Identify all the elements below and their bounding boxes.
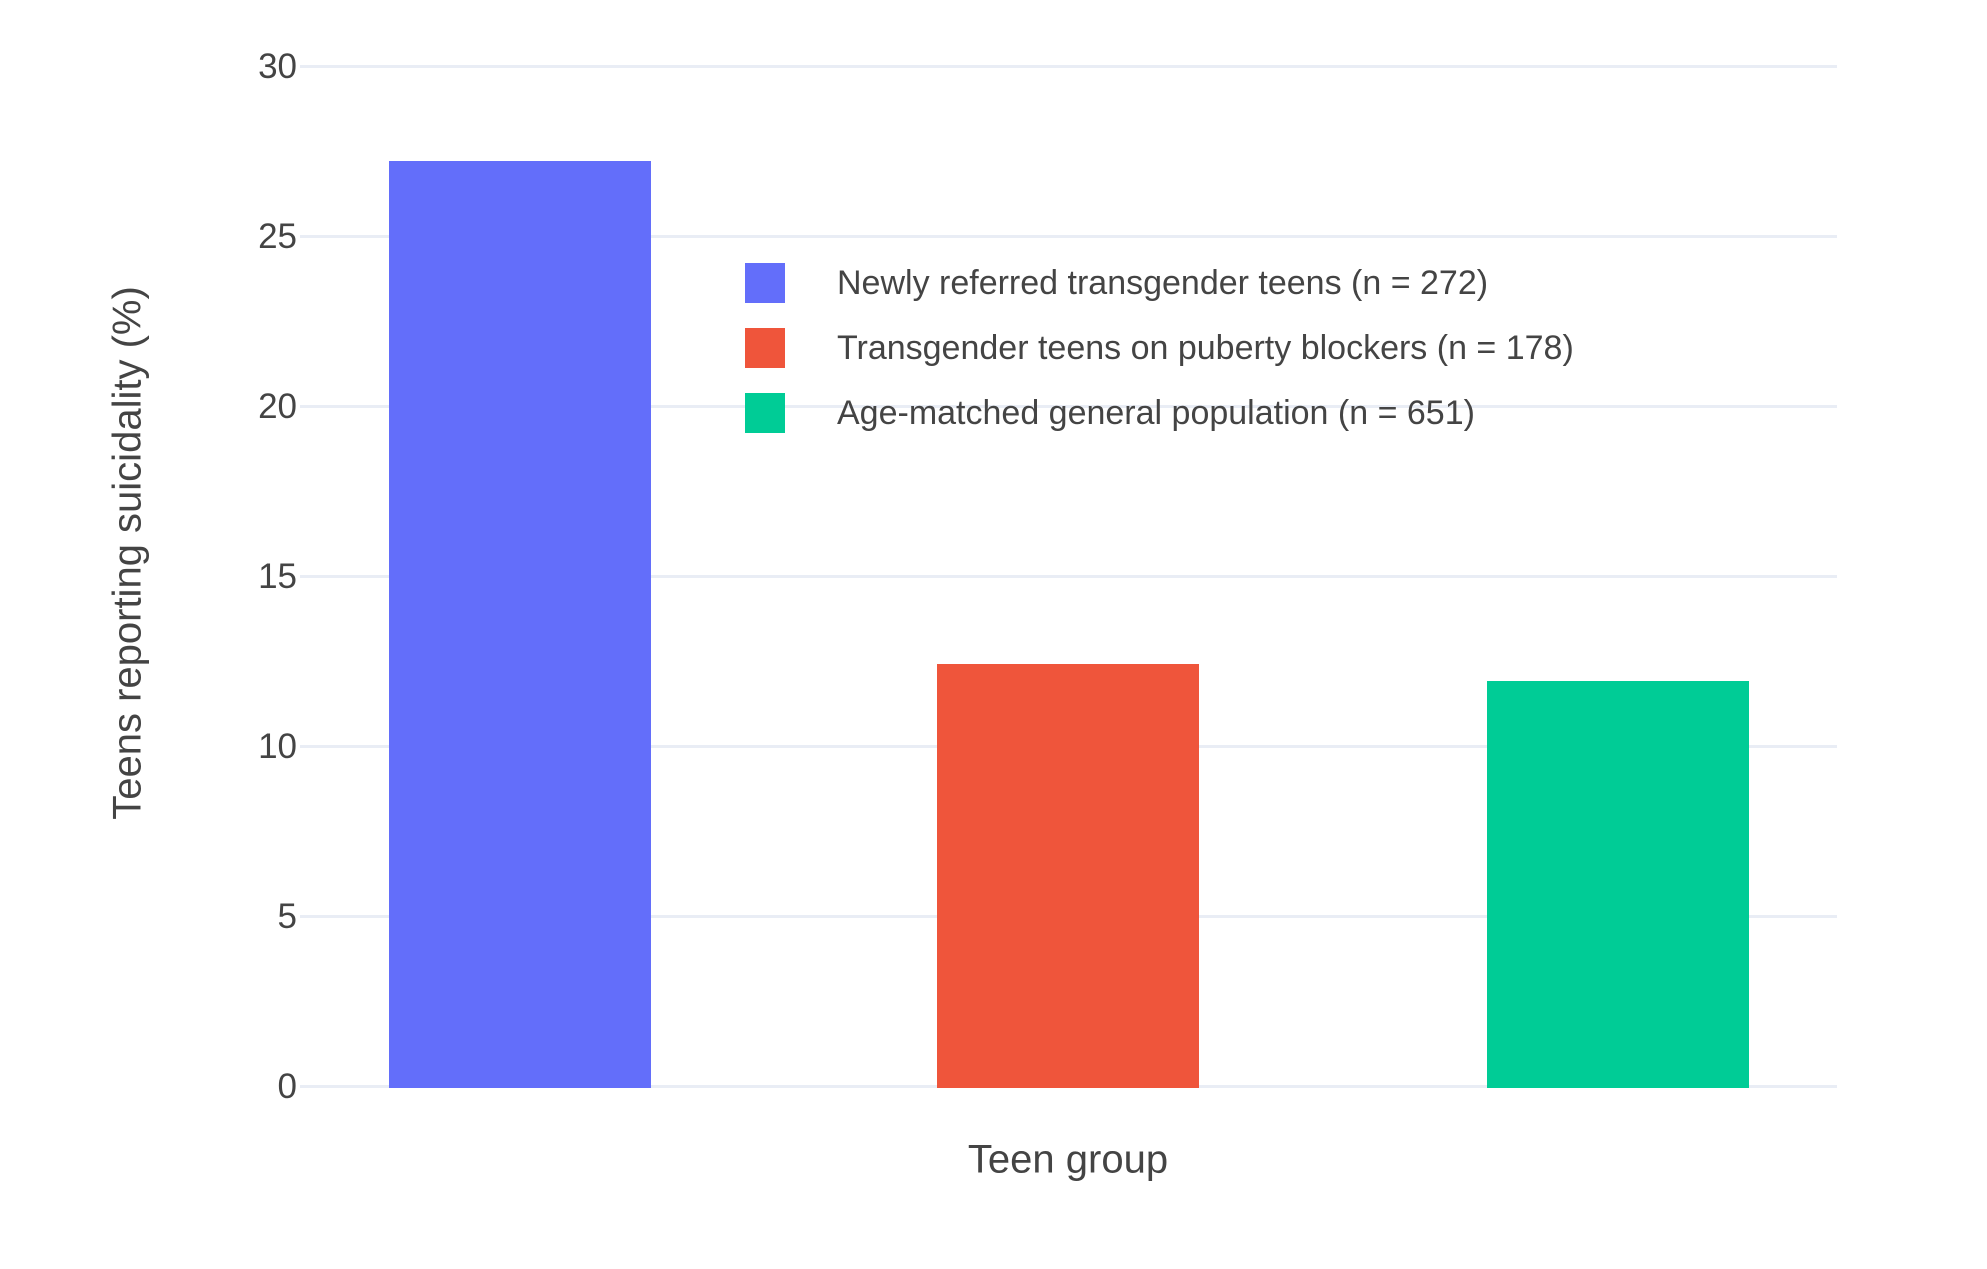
legend-swatch-newly-referred-transgender-teens [745,263,785,303]
legend-label: Age-matched general population (n = 651) [837,393,1475,432]
y-tick-label-15: 15 [258,557,297,596]
legend: Newly referred transgender teens (n = 27… [745,263,1574,458]
legend-swatch-age-matched-general-population [745,393,785,433]
gridline-y-25 [300,235,1837,238]
y-tick-label-30: 30 [258,47,297,86]
y-tick-label-25: 25 [258,217,297,256]
legend-swatch-transgender-teens-on-puberty-blockers [745,328,785,368]
gridline-y-15 [300,575,1837,578]
bar-newly-referred-transgender-teens[interactable] [389,161,651,1088]
gridline-y-30 [300,65,1837,68]
x-axis-title: Teen group [967,1137,1169,1182]
legend-label: Transgender teens on puberty blockers (n… [837,328,1574,367]
legend-item-newly-referred-transgender-teens[interactable]: Newly referred transgender teens (n = 27… [745,263,1574,303]
y-tick-label-0: 0 [277,1067,297,1106]
legend-label: Newly referred transgender teens (n = 27… [837,263,1489,302]
y-tick-label-5: 5 [277,897,297,936]
gridline-y-20 [300,405,1837,408]
legend-item-age-matched-general-population[interactable]: Age-matched general population (n = 651) [745,393,1574,433]
y-tick-label-20: 20 [258,387,297,426]
y-tick-label-10: 10 [258,727,297,766]
y-axis-title: Teens reporting suicidality (%) [105,286,150,820]
legend-item-transgender-teens-on-puberty-blockers[interactable]: Transgender teens on puberty blockers (n… [745,328,1574,368]
bar-age-matched-general-population[interactable] [1487,681,1749,1088]
bar-transgender-teens-on-puberty-blockers[interactable] [937,664,1199,1088]
